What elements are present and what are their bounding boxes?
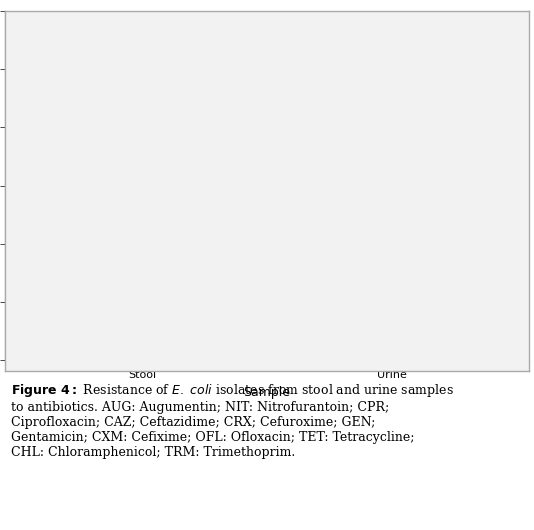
Bar: [365, 69, 382, 360]
Bar: [207, 156, 223, 360]
Bar: [115, 69, 132, 360]
Bar: [189, 90, 205, 360]
Bar: [97, 69, 114, 360]
X-axis label: Sample: Sample: [244, 386, 290, 399]
Bar: [420, 195, 437, 360]
Bar: [152, 92, 169, 360]
Text: $\bf{Figure\ 4:}$ Resistance of $\it{E.\ coli}$ isolates from stool and urine sa: $\bf{Figure\ 4:}$ Resistance of $\it{E.\…: [11, 382, 453, 458]
Bar: [79, 273, 96, 360]
Bar: [134, 121, 151, 360]
Bar: [329, 195, 345, 360]
Bar: [43, 72, 59, 360]
Bar: [170, 250, 187, 360]
Bar: [383, 113, 400, 360]
Bar: [61, 331, 77, 360]
Bar: [402, 81, 419, 360]
Bar: [457, 174, 473, 360]
Bar: [293, 81, 309, 360]
Bar: [438, 84, 455, 360]
Bar: [311, 273, 327, 360]
Legend: AUG, NIT, CPR, CAZ, CRX, GEN, CXM, OFL, TET, CHL, TRM: AUG, NIT, CPR, CAZ, CRX, GEN, CXM, OFL, …: [471, 16, 523, 165]
Bar: [225, 84, 241, 360]
Bar: [475, 69, 491, 360]
Bar: [347, 69, 364, 360]
